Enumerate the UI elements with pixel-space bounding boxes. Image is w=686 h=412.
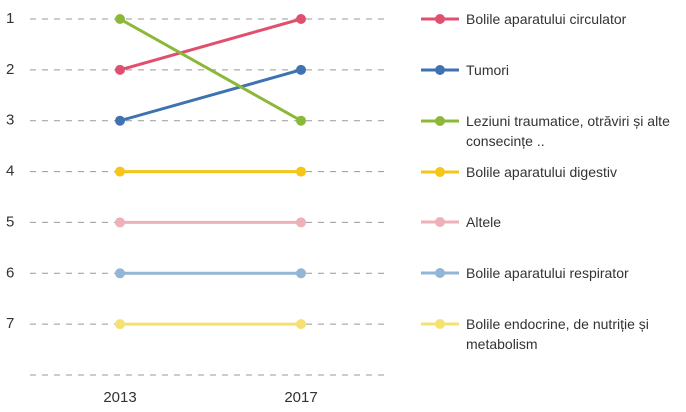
legend-item: Leziuni traumatice, otrăviri și alte con… xyxy=(420,111,680,151)
point xyxy=(115,166,125,177)
series-line xyxy=(119,17,302,72)
legend-item: Bolile endocrine, de nutriție și metabol… xyxy=(420,314,680,354)
legend-item: Bolile aparatului circulator xyxy=(420,9,680,29)
legend-item: Bolile aparatului respirator xyxy=(420,263,680,283)
legend-label: Bolile endocrine, de nutriție și metabol… xyxy=(466,316,649,353)
legend-swatch xyxy=(421,166,459,177)
legend-swatch xyxy=(421,319,459,330)
legend-label: Bolile aparatului digestiv xyxy=(466,163,617,180)
point xyxy=(296,14,306,24)
legend-label: Leziuni traumatice, otrăviri și alte con… xyxy=(466,112,670,149)
point xyxy=(115,115,125,126)
legend-dot xyxy=(435,268,445,279)
legend-dot xyxy=(435,14,445,24)
legend-label: Tumori xyxy=(466,61,510,78)
y-tick-label: 1 xyxy=(6,10,14,27)
point xyxy=(115,64,125,75)
point xyxy=(296,268,306,279)
legend-label: Altele xyxy=(466,214,502,231)
legend-swatch xyxy=(421,217,459,228)
y-tick-label: 5 xyxy=(6,213,14,230)
legend-item: Tumori xyxy=(420,60,680,80)
legend-swatch xyxy=(421,64,459,75)
series-line xyxy=(119,68,302,123)
legend-dot xyxy=(435,166,445,177)
y-tick-label: 3 xyxy=(6,112,14,129)
legend-label: Bolile aparatului respirator xyxy=(466,265,629,282)
point xyxy=(115,268,125,279)
legend-item: Bolile aparatului digestiv xyxy=(420,162,680,182)
legend-dot xyxy=(435,319,445,330)
point xyxy=(296,217,306,228)
legend-item: Altele xyxy=(420,212,680,232)
y-tick-label: 6 xyxy=(6,264,14,281)
point xyxy=(115,14,125,24)
series-line xyxy=(119,17,302,123)
legend-swatch xyxy=(421,14,459,24)
y-tick-label: 4 xyxy=(6,163,14,180)
point xyxy=(115,217,125,228)
x-tick-label: 2013 xyxy=(103,389,136,406)
y-tick-label: 2 xyxy=(6,61,14,78)
point xyxy=(296,115,306,126)
legend-dot xyxy=(435,64,445,75)
y-tick-label: 7 xyxy=(6,315,14,332)
x-tick-label: 2017 xyxy=(284,389,317,406)
legend-swatch xyxy=(421,115,459,126)
legend-label: Bolile aparatului circulator xyxy=(466,11,627,27)
point xyxy=(296,64,306,75)
point xyxy=(115,319,125,330)
point xyxy=(296,319,306,330)
legend-swatch xyxy=(421,268,459,279)
point xyxy=(296,166,306,177)
legend-dot xyxy=(435,217,445,228)
legend-dot xyxy=(435,115,445,126)
